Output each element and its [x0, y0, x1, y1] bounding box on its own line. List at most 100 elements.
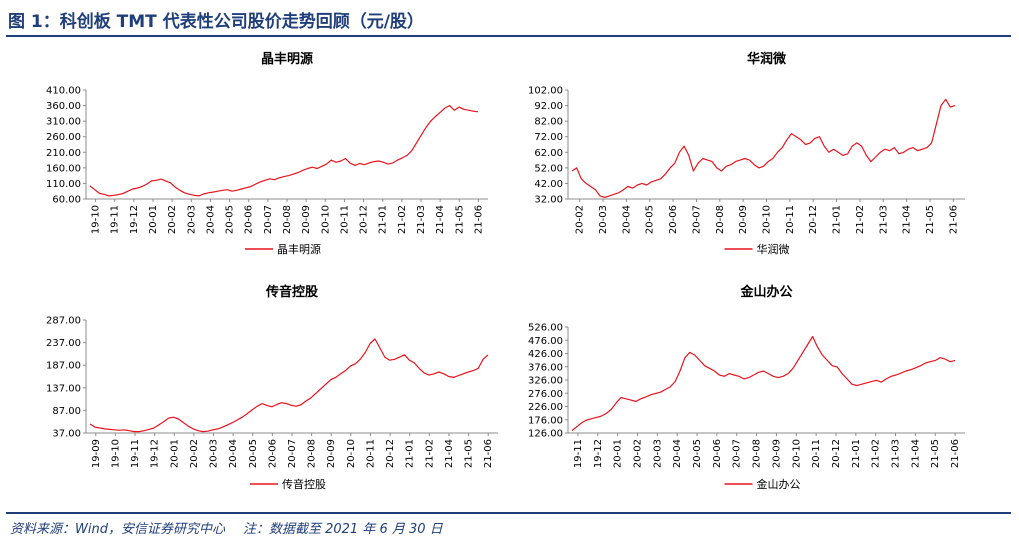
x-tick-label: 20-11: [811, 439, 822, 468]
x-tick-label: 20-04: [621, 205, 632, 234]
series-line: [89, 104, 479, 197]
y-tick-label: 160.00: [46, 163, 81, 174]
line-chart-kingsoft: 金山办公 526.00 476.00 426.00 376.00 326.00 276.00…: [528, 284, 965, 491]
x-tick-label: 20-03: [652, 439, 663, 468]
series-line: [89, 338, 489, 433]
x-tick-label: 20-04: [228, 439, 239, 468]
legend-label: 晶丰明源: [277, 242, 321, 256]
x-tick-label: 21-05: [930, 439, 941, 468]
x-tick-label: 20-06: [244, 205, 255, 234]
footer: 资料来源：Wind，安信证券研究中心 注：数据截至 2021 年 6 月 30 日: [10, 518, 443, 537]
x-tick-label: 20-05: [225, 205, 236, 234]
x-tick-label: 20-12: [359, 205, 370, 234]
x-tick-label: 20-02: [167, 205, 178, 234]
y-tick-label: 476.00: [528, 336, 563, 347]
legend-label: 华润微: [757, 242, 790, 256]
chart-panel-4: 金山办公 526.00 476.00 426.00 376.00 326.00 276.00…: [510, 282, 1010, 507]
x-tick-label: 20-04: [205, 205, 216, 234]
x-tick-label: 20-08: [715, 205, 726, 234]
x-tick-label: 20-02: [632, 439, 643, 468]
x-tick-label: 21-05: [454, 205, 465, 234]
chart-title: 传音控股: [265, 284, 318, 300]
x-tick-label: 20-07: [732, 439, 743, 468]
x-tick-label: 20-12: [385, 439, 396, 468]
x-tick-label: 20-01: [148, 205, 159, 234]
x-tick-label: 21-04: [902, 205, 913, 234]
x-tick-label: 21-06: [950, 439, 961, 468]
y-tick-label: 187.00: [46, 361, 81, 372]
x-tick-label: 20-04: [672, 439, 683, 468]
y-tick-label: 37.00: [52, 429, 81, 440]
y-tick-label: 52.00: [534, 163, 563, 174]
x-tick-label: 21-03: [878, 205, 889, 234]
x-tick-label: 21-05: [464, 439, 475, 468]
x-tick-label: 21-02: [871, 439, 882, 468]
x-tick-label: 20-01: [169, 439, 180, 468]
y-tick-label: 60.00: [52, 195, 81, 206]
y-tick-label: 32.00: [534, 195, 563, 206]
y-tick-label: 176.00: [528, 415, 563, 426]
y-tick-label: 92.00: [534, 101, 563, 112]
x-tick-label: 20-08: [307, 439, 318, 468]
x-tick-label: 20-03: [209, 439, 220, 468]
y-tick-label: 62.00: [534, 148, 563, 159]
x-tick-label: 21-02: [424, 439, 435, 468]
x-tick-label: 20-02: [189, 439, 200, 468]
y-tick-label: 126.00: [528, 429, 563, 440]
x-tick-label: 19-11: [130, 439, 141, 468]
y-tick-label: 102.00: [528, 86, 563, 97]
x-tick-label: 20-10: [320, 205, 331, 234]
y-tick-label: 310.00: [46, 117, 81, 128]
y-tick-label: 376.00: [528, 362, 563, 373]
x-tick-label: 21-06: [948, 205, 959, 234]
y-tick-label: 360.00: [46, 101, 81, 112]
x-tick-label: 20-12: [831, 439, 842, 468]
x-tick-label: 19-10: [91, 205, 102, 234]
x-tick-label: 21-01: [405, 439, 416, 468]
x-tick-label: 20-09: [771, 439, 782, 468]
x-tick-label: 21-01: [378, 205, 389, 234]
x-tick-label: 20-06: [668, 205, 679, 234]
x-tick-label: 21-03: [891, 439, 902, 468]
chart-panel-3: 传音控股 287.00 237.00 187.00 137.00 87.00 37.00 19…: [8, 282, 498, 507]
x-tick-label: 20-05: [645, 205, 656, 234]
series-line: [571, 98, 956, 198]
x-tick-label: 20-03: [598, 205, 609, 234]
footer-divider: [6, 512, 1011, 514]
y-tick-label: 260.00: [46, 132, 81, 143]
y-tick-label: 226.00: [528, 402, 563, 413]
x-tick-label: 20-02: [575, 205, 586, 234]
y-tick-label: 110.00: [46, 179, 81, 190]
y-tick-label: 82.00: [534, 117, 563, 128]
y-tick-label: 87.00: [52, 406, 81, 417]
x-tick-label: 21-01: [832, 205, 843, 234]
x-tick-label: 20-11: [339, 205, 350, 234]
x-tick-label: 21-01: [851, 439, 862, 468]
y-tick-label: 287.00: [46, 316, 81, 327]
y-tick-label: 237.00: [46, 338, 81, 349]
footer-source: 资料来源：Wind，安信证券研究中心: [10, 522, 225, 537]
legend-label: 传音控股: [282, 477, 326, 491]
x-tick-label: 20-06: [712, 439, 723, 468]
y-tick-label: 137.00: [46, 383, 81, 394]
chart-title: 华润微: [747, 51, 787, 67]
x-tick-label: 20-05: [692, 439, 703, 468]
report-header: 图 1：科创板 TMT 代表性公司股价走势回顾（元/股）: [0, 0, 1019, 37]
x-tick-label: 20-10: [791, 439, 802, 468]
y-tick-label: 326.00: [528, 376, 563, 387]
series-line: [571, 335, 956, 432]
line-chart-huarun: 华润微 102.00 92.00 82.00 72.00 62.00 52.00 42.00 3…: [528, 51, 965, 256]
x-tick-label: 20-09: [301, 205, 312, 234]
y-tick-label: 426.00: [528, 349, 563, 360]
x-tick-label: 21-03: [416, 205, 427, 234]
x-tick-label: 20-12: [808, 205, 819, 234]
x-tick-label: 20-07: [287, 439, 298, 468]
chart-title: 金山办公: [739, 284, 792, 300]
x-tick-label: 20-11: [785, 205, 796, 234]
chart-panel-1: 晶丰明源 410.00 360.00 310.00 260.00 210.00 160.00…: [8, 45, 498, 270]
x-tick-label: 19-11: [573, 439, 584, 468]
chart-title: 晶丰明源: [261, 51, 313, 67]
x-tick-label: 19-09: [91, 439, 102, 468]
x-tick-label: 19-11: [110, 205, 121, 234]
chart-panel-2: 华润微 102.00 92.00 82.00 72.00 62.00 52.00 42.00 3…: [510, 45, 1010, 270]
